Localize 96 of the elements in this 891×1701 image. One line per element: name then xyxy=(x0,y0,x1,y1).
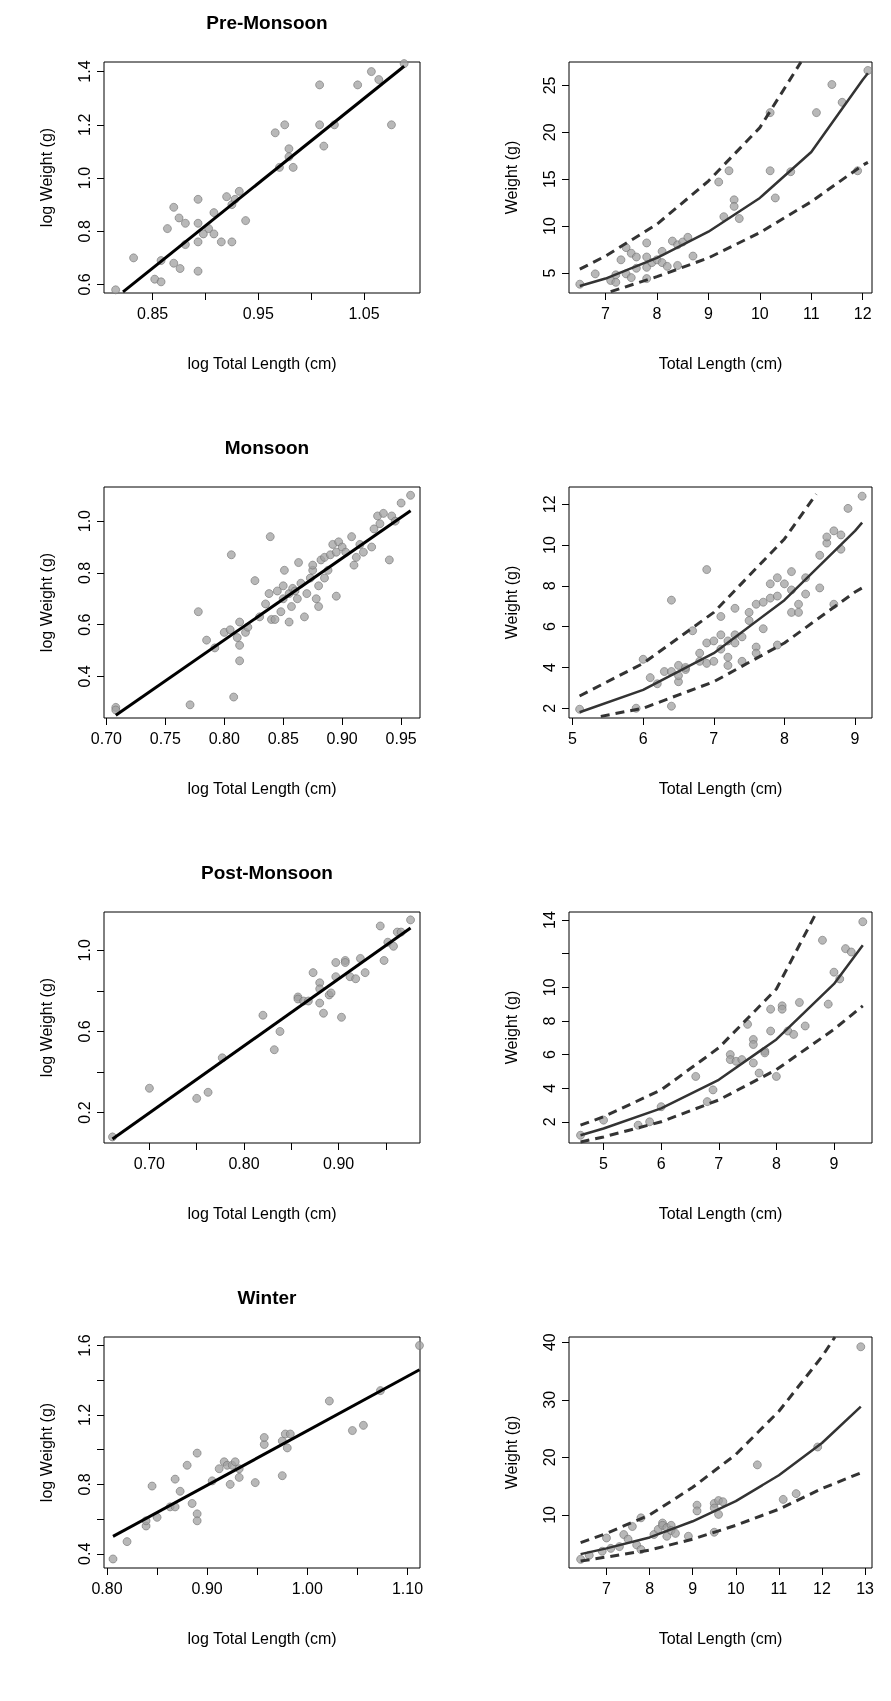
x-tick-label: 7 xyxy=(714,1154,724,1172)
x-tick-label: 0.90 xyxy=(323,1154,355,1172)
y-tick-label: 0.6 xyxy=(75,1020,93,1043)
y-tick-label: 2 xyxy=(540,703,558,713)
x-tick-label: 11 xyxy=(802,304,820,322)
x-tick-label: 8 xyxy=(652,304,662,322)
y-tick-label: 40 xyxy=(540,1333,558,1352)
x-tick-label: 0.95 xyxy=(385,729,417,747)
y-axis-title: Weight (g) xyxy=(502,140,520,215)
y-tick-label: 15 xyxy=(540,170,558,189)
x-tick-label: 0.80 xyxy=(228,1154,260,1172)
x-tick-label: 0.90 xyxy=(326,729,358,747)
y-axis-title: Weight (g) xyxy=(502,565,520,640)
x-tick-label: 0.85 xyxy=(267,729,299,747)
chart-title: Post-Monsoon xyxy=(201,862,333,883)
x-tick-label: 7 xyxy=(709,729,719,747)
x-tick-label: 9 xyxy=(703,304,713,322)
y-tick-label: 1.4 xyxy=(75,60,93,83)
y-tick-label: 1.0 xyxy=(75,939,93,962)
y-axis-title: Weight (g) xyxy=(502,1415,520,1490)
x-tick-label: 1.10 xyxy=(391,1579,424,1597)
x-tick-label: 0.70 xyxy=(90,729,123,747)
y-tick-label: 1.2 xyxy=(75,113,93,136)
x-axis-title: Total Length (cm) xyxy=(658,1204,783,1222)
x-tick-label: 0.70 xyxy=(133,1154,166,1172)
x-tick-label: 0.90 xyxy=(191,1579,223,1597)
chart-title: Winter xyxy=(237,1287,298,1308)
y-tick-label: 1.0 xyxy=(75,509,93,533)
y-tick-label: 20 xyxy=(540,123,558,142)
y-tick-label: 4 xyxy=(540,662,558,672)
x-tick-label: 8 xyxy=(779,729,789,747)
y-tick-label: 10 xyxy=(540,1505,558,1524)
x-axis-title: log Total Length (cm) xyxy=(187,779,337,797)
x-tick-label: 10 xyxy=(726,1579,745,1597)
y-tick-label: 14 xyxy=(540,911,558,929)
y-tick-label: 8 xyxy=(540,581,558,591)
x-tick-label: 11 xyxy=(770,1579,788,1597)
x-tick-label: 1.05 xyxy=(348,304,380,322)
y-axis-title: log Weight (g) xyxy=(37,977,55,1078)
x-tick-label: 12 xyxy=(853,304,872,322)
x-axis-title: log Total Length (cm) xyxy=(187,354,337,372)
x-tick-label: 6 xyxy=(638,729,648,747)
x-axis-title: log Total Length (cm) xyxy=(187,1204,337,1222)
x-tick-label: 0.85 xyxy=(137,304,169,322)
y-tick-label: 4 xyxy=(540,1083,558,1093)
y-tick-label: 10 xyxy=(540,217,558,235)
x-tick-label: 0.75 xyxy=(149,729,181,747)
x-tick-label: 5 xyxy=(568,729,578,747)
y-tick-label: 0.4 xyxy=(75,665,93,688)
y-tick-label: 0.8 xyxy=(75,220,93,243)
y-tick-label: 10 xyxy=(540,536,558,555)
y-tick-label: 5 xyxy=(540,268,558,278)
x-tick-label: 9 xyxy=(850,729,860,747)
x-tick-label: 10 xyxy=(750,304,769,322)
y-tick-label: 2 xyxy=(540,1117,558,1127)
y-axis-title: Weight (g) xyxy=(502,990,520,1065)
y-tick-label: 1.6 xyxy=(75,1334,93,1357)
y-axis-title: log Weight (g) xyxy=(37,127,55,228)
y-axis-title: log Weight (g) xyxy=(37,1402,55,1503)
y-axis-title: log Weight (g) xyxy=(37,552,55,653)
y-tick-label: 0.6 xyxy=(75,273,93,296)
x-tick-label: 13 xyxy=(856,1579,875,1597)
y-tick-label: 10 xyxy=(540,978,558,997)
x-tick-label: 7 xyxy=(602,1579,612,1597)
y-tick-label: 0.8 xyxy=(75,1473,93,1496)
y-tick-label: 0.4 xyxy=(75,1542,93,1565)
x-axis-title: Total Length (cm) xyxy=(658,1629,783,1647)
y-tick-label: 6 xyxy=(540,622,558,632)
y-tick-label: 25 xyxy=(540,76,558,95)
y-tick-label: 0.2 xyxy=(75,1101,93,1124)
x-axis-title: Total Length (cm) xyxy=(658,354,783,372)
y-tick-label: 30 xyxy=(540,1390,558,1409)
y-tick-label: 1.0 xyxy=(75,166,93,190)
y-tick-label: 6 xyxy=(540,1050,558,1060)
x-tick-label: 12 xyxy=(813,1579,831,1597)
x-tick-label: 1.00 xyxy=(291,1579,323,1597)
x-tick-label: 0.80 xyxy=(208,729,240,747)
x-tick-label: 5 xyxy=(599,1154,609,1172)
x-tick-label: 9 xyxy=(688,1579,698,1597)
y-tick-label: 8 xyxy=(540,1016,558,1026)
y-tick-label: 1.2 xyxy=(75,1403,93,1427)
x-tick-label: 9 xyxy=(829,1154,839,1172)
y-tick-label: 0.6 xyxy=(75,613,93,636)
x-tick-label: 8 xyxy=(645,1579,655,1597)
chart-title: Pre-Monsoon xyxy=(206,12,328,33)
x-tick-label: 0.80 xyxy=(91,1579,123,1597)
x-tick-label: 8 xyxy=(771,1154,781,1172)
x-tick-label: 6 xyxy=(656,1154,666,1172)
x-tick-label: 7 xyxy=(601,304,611,322)
x-axis-title: log Total Length (cm) xyxy=(187,1629,337,1647)
y-tick-label: 0.8 xyxy=(75,561,93,585)
x-axis-title: Total Length (cm) xyxy=(658,779,783,797)
y-tick-label: 12 xyxy=(540,495,558,514)
x-tick-label: 0.95 xyxy=(242,304,274,322)
y-tick-label: 20 xyxy=(540,1448,558,1467)
chart-title: Monsoon xyxy=(224,437,310,458)
